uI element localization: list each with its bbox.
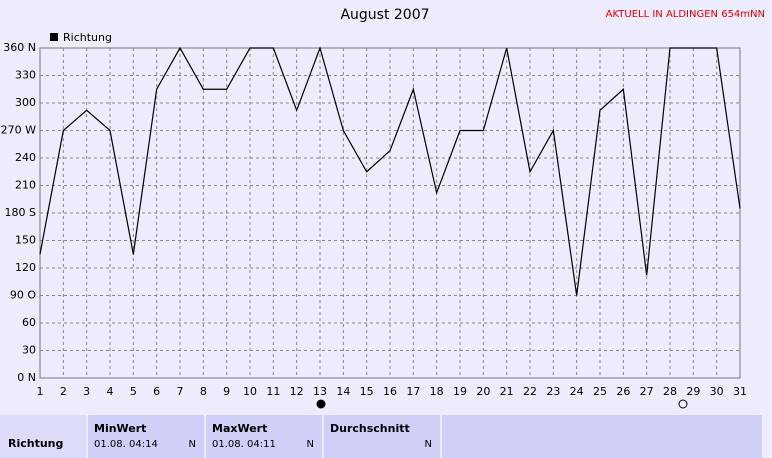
y-tick-label: 30 — [22, 344, 36, 357]
x-tick-label: 1 — [37, 385, 44, 398]
y-tick-label: 270 W — [1, 124, 36, 137]
y-tick-label: 90 O — [10, 289, 36, 302]
legend-label: Richtung — [63, 31, 112, 44]
cell-date: 01.08. 04:11 — [212, 439, 276, 450]
x-tick-label: 2 — [60, 385, 67, 398]
x-tick-label: 19 — [453, 385, 467, 398]
table-cell — [206, 415, 322, 458]
x-tick-label: 8 — [200, 385, 207, 398]
table-cell — [0, 415, 86, 458]
x-tick-label: 7 — [177, 385, 184, 398]
x-tick-label: 5 — [130, 385, 137, 398]
x-tick-label: 24 — [570, 385, 584, 398]
cell-date: 01.08. 04:14 — [94, 439, 158, 450]
x-tick-label: 28 — [663, 385, 677, 398]
x-tick-label: 20 — [476, 385, 490, 398]
y-tick-label: 210 — [15, 179, 36, 192]
cell-value: N — [307, 439, 314, 450]
x-tick-label: 18 — [430, 385, 444, 398]
x-tick-label: 21 — [500, 385, 514, 398]
table-cell — [442, 415, 762, 458]
y-tick-label: 360 N — [3, 41, 36, 54]
cell-value: N — [189, 439, 196, 450]
y-tick-label: 150 — [15, 234, 36, 247]
x-tick-label: 3 — [83, 385, 90, 398]
y-tick-label: 300 — [15, 96, 36, 109]
x-tick-label: 27 — [640, 385, 654, 398]
x-tick-label: 9 — [223, 385, 230, 398]
x-tick-label: 30 — [710, 385, 724, 398]
y-tick-label: 240 — [15, 151, 36, 164]
x-tick-label: 13 — [313, 385, 327, 398]
cell-value: N — [425, 439, 432, 450]
x-tick-label: 29 — [686, 385, 700, 398]
x-tick-label: 22 — [523, 385, 537, 398]
x-tick-label: 6 — [153, 385, 160, 398]
chart-title: August 2007 — [340, 7, 429, 23]
column-header: MaxWert — [212, 422, 267, 435]
x-tick-label: 26 — [616, 385, 630, 398]
legend-swatch — [50, 33, 58, 41]
moon-icon — [678, 399, 688, 409]
y-tick-label: 60 — [22, 316, 36, 329]
x-tick-label: 31 — [733, 385, 747, 398]
x-tick-label: 23 — [546, 385, 560, 398]
table-cell — [88, 415, 204, 458]
x-tick-label: 14 — [336, 385, 350, 398]
y-tick-label: 180 S — [5, 206, 36, 219]
x-tick-label: 11 — [266, 385, 280, 398]
x-tick-label: 12 — [290, 385, 304, 398]
table-cell — [324, 415, 440, 458]
x-tick-label: 16 — [383, 385, 397, 398]
x-tick-label: 17 — [406, 385, 420, 398]
plot-border — [39, 47, 741, 379]
x-tick-label: 25 — [593, 385, 607, 398]
station-note: AKTUELL IN ALDINGEN 654mNN — [606, 9, 765, 20]
column-header: MinWert — [94, 422, 146, 435]
moon-icon — [316, 399, 326, 409]
y-tick-label: 0 N — [17, 371, 36, 384]
x-tick-label: 4 — [107, 385, 114, 398]
row-label: Richtung — [8, 437, 63, 450]
x-tick-label: 10 — [243, 385, 257, 398]
y-tick-label: 330 — [15, 69, 36, 82]
data-line — [39, 46, 741, 296]
column-header: Durchschnitt — [330, 422, 410, 435]
x-tick-label: 15 — [360, 385, 374, 398]
y-tick-label: 120 — [15, 261, 36, 274]
